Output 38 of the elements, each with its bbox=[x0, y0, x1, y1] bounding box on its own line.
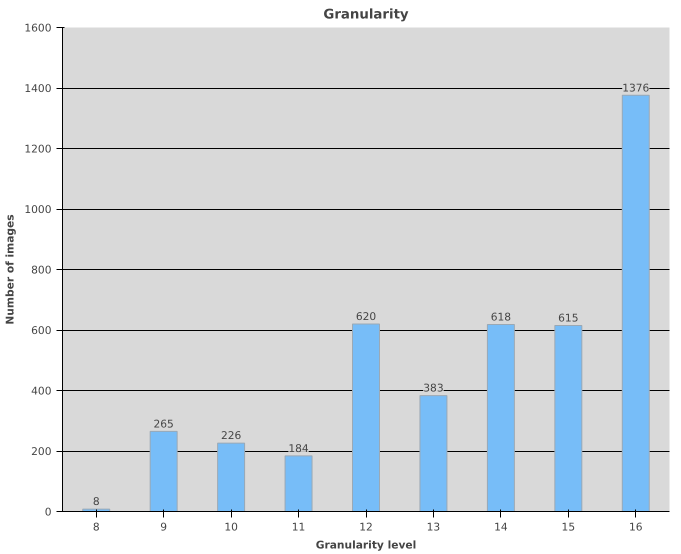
bar bbox=[150, 430, 178, 512]
y-axis-title: Number of images bbox=[3, 214, 16, 325]
y-tick-label: 600 bbox=[31, 324, 52, 337]
y-tick-label: 800 bbox=[31, 264, 52, 276]
data-label: 383 bbox=[423, 382, 444, 395]
bar bbox=[486, 324, 515, 512]
chart-title: Granularity bbox=[323, 8, 409, 22]
x-tick-label: 10 bbox=[224, 520, 238, 534]
data-label: 184 bbox=[288, 442, 309, 455]
y-tick-label: 1000 bbox=[24, 203, 52, 216]
x-tick-label: 9 bbox=[160, 520, 168, 534]
data-label: 620 bbox=[356, 310, 376, 323]
bar bbox=[554, 324, 582, 512]
data-label: 226 bbox=[220, 429, 242, 442]
data-label: 8 bbox=[92, 495, 100, 508]
bar bbox=[217, 442, 246, 512]
x-tick-label: 8 bbox=[92, 520, 100, 534]
x-tick-label: 15 bbox=[562, 520, 576, 534]
bar bbox=[352, 323, 380, 512]
data-label: 1376 bbox=[622, 81, 650, 94]
x-axis-title: Granularity level bbox=[316, 538, 416, 552]
bar bbox=[622, 94, 650, 512]
y-tick-label: 200 bbox=[31, 445, 52, 458]
x-tick-label: 14 bbox=[494, 520, 508, 534]
x-tick-label: 16 bbox=[629, 520, 643, 534]
bar bbox=[284, 455, 313, 512]
data-label: 618 bbox=[490, 310, 512, 324]
y-tick-label: 1400 bbox=[24, 82, 52, 95]
x-tick-label: 12 bbox=[359, 520, 373, 534]
y-tick-label: 1600 bbox=[24, 22, 52, 34]
y-tick-label: 400 bbox=[31, 384, 52, 398]
x-tick-label: 13 bbox=[426, 520, 440, 534]
bar bbox=[419, 395, 448, 512]
y-tick-label: 1200 bbox=[24, 142, 52, 156]
data-label: 615 bbox=[558, 311, 579, 324]
x-tick-label: 11 bbox=[292, 520, 306, 534]
y-tick-label: 0 bbox=[44, 506, 52, 518]
data-label: 265 bbox=[153, 417, 174, 430]
